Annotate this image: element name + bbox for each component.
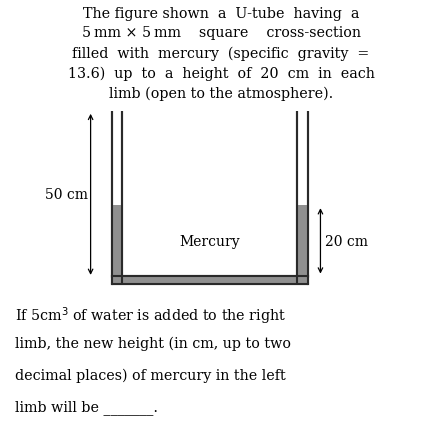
Bar — [122, 277, 297, 285]
Text: If 5cm$^3$ of water is added to the right: If 5cm$^3$ of water is added to the righ… — [15, 304, 287, 326]
Text: If 5cm3 of water is added to the right: If 5cm3 of water is added to the right — [15, 304, 287, 318]
Text: limb will be _______.: limb will be _______. — [15, 399, 159, 414]
Text: 50 cm: 50 cm — [46, 188, 88, 202]
Text: Mercury: Mercury — [179, 234, 240, 248]
Text: The figure shown  a  U-tube  having  a
5 mm × 5 mm    square    cross-section
fi: The figure shown a U-tube having a 5 mm … — [68, 7, 374, 101]
Bar — [112, 277, 308, 285]
Text: limb, the new height (in cm, up to two: limb, the new height (in cm, up to two — [15, 336, 291, 350]
Text: decimal places) of mercury in the left: decimal places) of mercury in the left — [15, 367, 286, 382]
Bar — [297, 206, 308, 277]
Text: 20 cm: 20 cm — [325, 234, 368, 248]
Text: If 5cm: If 5cm — [0, 437, 1, 438]
Bar — [112, 206, 123, 277]
